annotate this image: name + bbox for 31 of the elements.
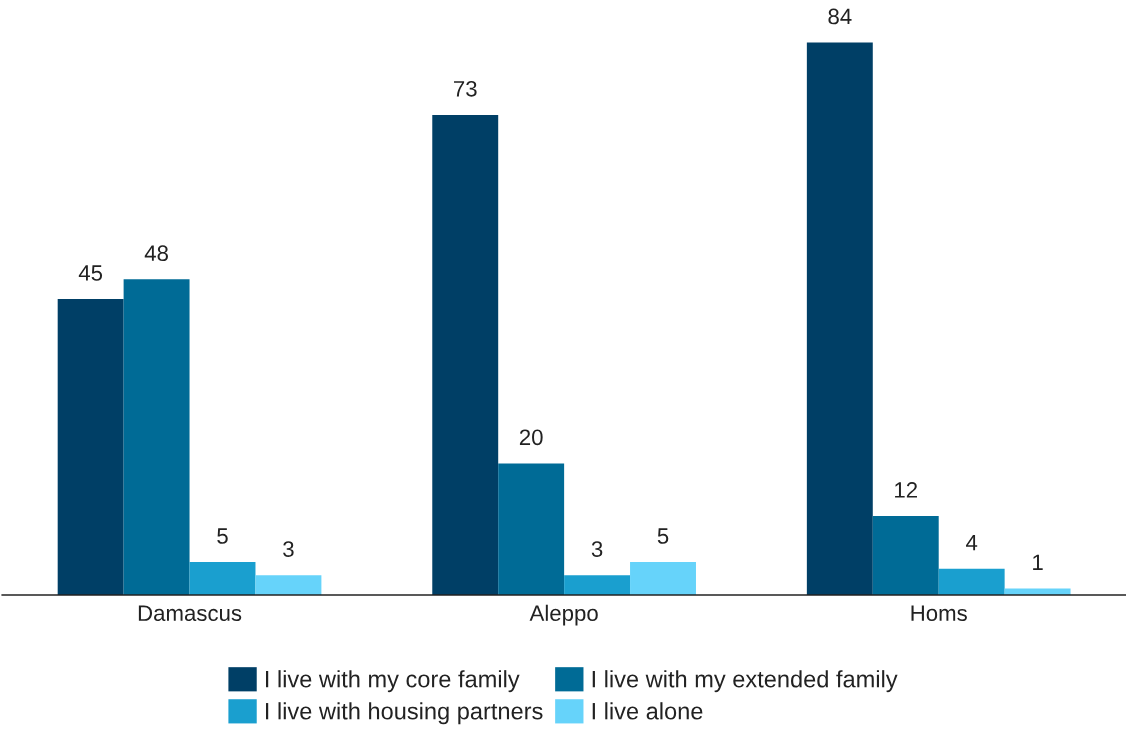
bar bbox=[806, 42, 873, 595]
data-label: 45 bbox=[78, 265, 103, 281]
data-label: 3 bbox=[591, 541, 603, 557]
data-label: 1 bbox=[1033, 554, 1043, 570]
bar bbox=[498, 463, 565, 595]
data-label: 12 bbox=[895, 482, 917, 498]
bar bbox=[630, 562, 696, 595]
data-label: 4 bbox=[966, 534, 978, 551]
bar bbox=[1004, 588, 1071, 595]
bar bbox=[564, 575, 631, 595]
x-tick-label: Aleppo bbox=[529, 604, 598, 626]
x-tick-label: Damascus bbox=[138, 605, 242, 622]
bar bbox=[123, 279, 190, 595]
bar bbox=[255, 575, 322, 595]
legend-label: I live with my core family bbox=[265, 670, 520, 693]
data-label: 5 bbox=[657, 528, 669, 544]
data-label: 3 bbox=[283, 541, 294, 557]
data-label: 5 bbox=[217, 528, 228, 544]
bar bbox=[938, 568, 1005, 595]
bar bbox=[872, 516, 939, 595]
data-label: 73 bbox=[454, 80, 477, 97]
bar bbox=[189, 562, 256, 595]
legend-label: I live with my extended family bbox=[592, 670, 898, 693]
legend-label: I live with housing partners bbox=[265, 702, 543, 725]
legend-label: I live alone bbox=[592, 702, 703, 720]
data-label: 48 bbox=[144, 245, 168, 262]
data-label: 20 bbox=[519, 429, 543, 446]
data-label: 84 bbox=[828, 8, 852, 25]
x-tick-label: Homs bbox=[911, 605, 967, 622]
bar bbox=[57, 299, 124, 595]
bar bbox=[432, 114, 499, 595]
